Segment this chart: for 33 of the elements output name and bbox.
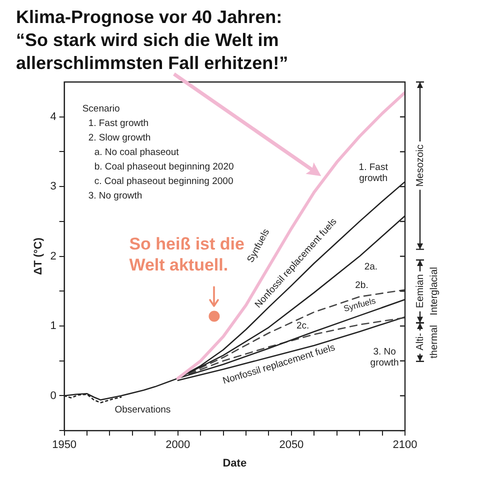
- text: Alti-: [414, 333, 426, 350]
- annotation: 1. Fast growth: [88, 118, 149, 129]
- chart-title: Klima-Prognose vor 40 Jahren:: [16, 6, 284, 29]
- annotation: 1. Fast growth: [358, 162, 388, 184]
- annotation: 2c.: [296, 320, 310, 332]
- text: Interglacial: [428, 266, 440, 316]
- annotation: So heiß ist die Welt aktuell.: [129, 234, 244, 274]
- annotation: 3. No growth: [88, 190, 142, 202]
- annotation: 3. No growth: [370, 346, 399, 369]
- x-tick-label: 2000: [166, 439, 190, 452]
- annotation: Observations: [114, 404, 171, 416]
- y-tick-label: 2: [50, 250, 56, 262]
- annotation: a. No coal phaseout: [94, 146, 180, 158]
- text: Mesozoic: [414, 144, 426, 187]
- annotation: Synfuels: [342, 295, 377, 314]
- y-tick-label: 0: [50, 390, 56, 402]
- annotation: 2b.: [355, 280, 368, 292]
- y-tick-label: 1: [50, 320, 56, 332]
- annotation: 2. Slow growth: [88, 132, 151, 144]
- text: Eemian: [414, 274, 426, 308]
- y-axis-title: ΔT (°C): [32, 237, 45, 275]
- annotation: b. Coal phaseout beginning 2020: [94, 161, 234, 172]
- x-tick-label: 1950: [52, 439, 77, 452]
- annotation: 2a.: [364, 261, 378, 272]
- y-tick-label: 3: [50, 180, 56, 193]
- x-tick-label: 2100: [392, 439, 418, 452]
- annotation: c. Coal phaseout beginning 2000: [94, 176, 234, 187]
- chart-subtitle: “So stark wird sich die Welt im allerschlimmsten Fall erhitzen!”: [16, 29, 290, 75]
- y-tick-label: 4: [50, 110, 56, 123]
- x-tick-label: 2050: [279, 439, 304, 452]
- text: thermal: [428, 325, 440, 358]
- annotation: Scenario: [82, 103, 120, 114]
- x-axis-title: Date: [222, 457, 247, 470]
